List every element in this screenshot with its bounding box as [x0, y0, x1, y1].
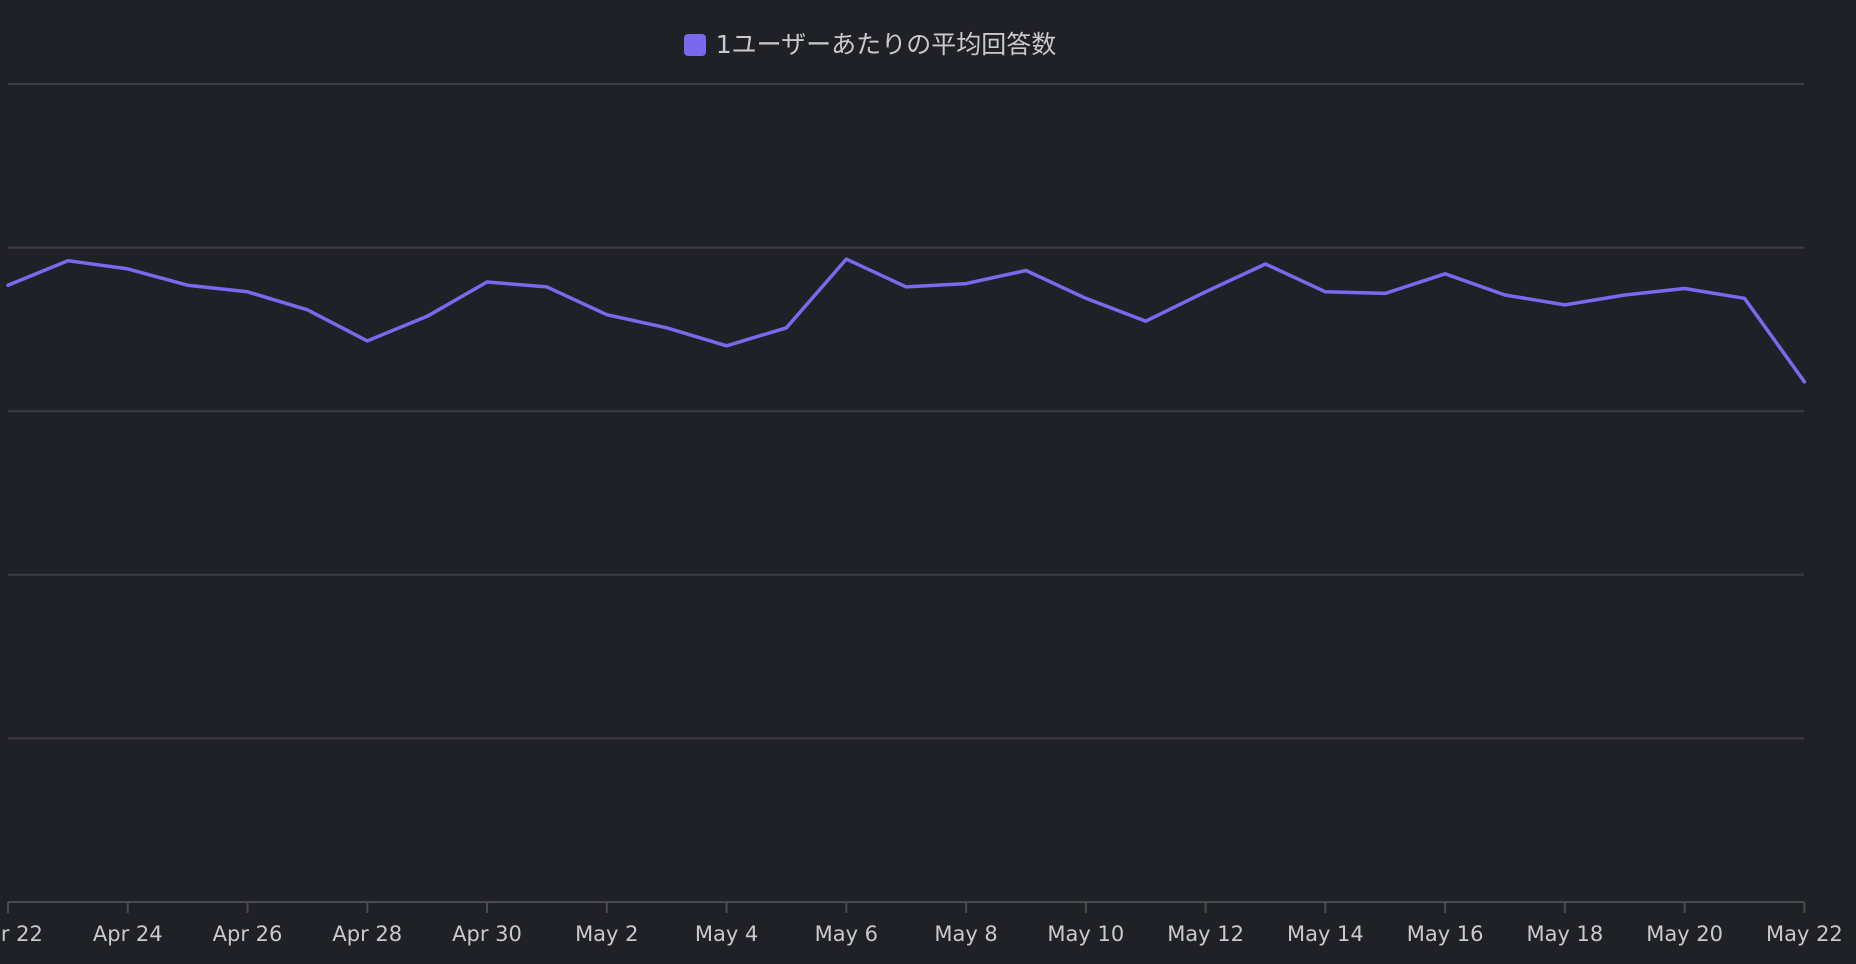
x-tick-label: May 10	[1047, 922, 1124, 946]
legend-label: 1ユーザーあたりの平均回答数	[715, 30, 1057, 59]
x-tick-label: May 18	[1526, 922, 1603, 946]
x-tick-label: Apr 24	[93, 922, 163, 946]
legend[interactable]: 1ユーザーあたりの平均回答数	[0, 28, 1740, 62]
x-tick-label: May 6	[815, 922, 878, 946]
x-tick-label: May 2	[575, 922, 638, 946]
x-tick-label: May 14	[1287, 922, 1364, 946]
series-line	[6, 257, 1807, 384]
x-tick-label: May 16	[1407, 922, 1484, 946]
x-tick-label: Apr 30	[452, 922, 522, 946]
legend-swatch	[683, 34, 706, 56]
x-tick-label: May 20	[1646, 922, 1723, 946]
x-tick-label: May 22	[1766, 922, 1843, 946]
x-tick-label: Apr 26	[213, 922, 283, 946]
x-tick-label: May 12	[1167, 922, 1244, 946]
x-tick-label: Apr 28	[332, 922, 402, 946]
x-tick-label: May 8	[934, 922, 997, 946]
x-tick-label: May 4	[695, 922, 758, 946]
x-tick-label: Apr 22	[0, 922, 43, 946]
